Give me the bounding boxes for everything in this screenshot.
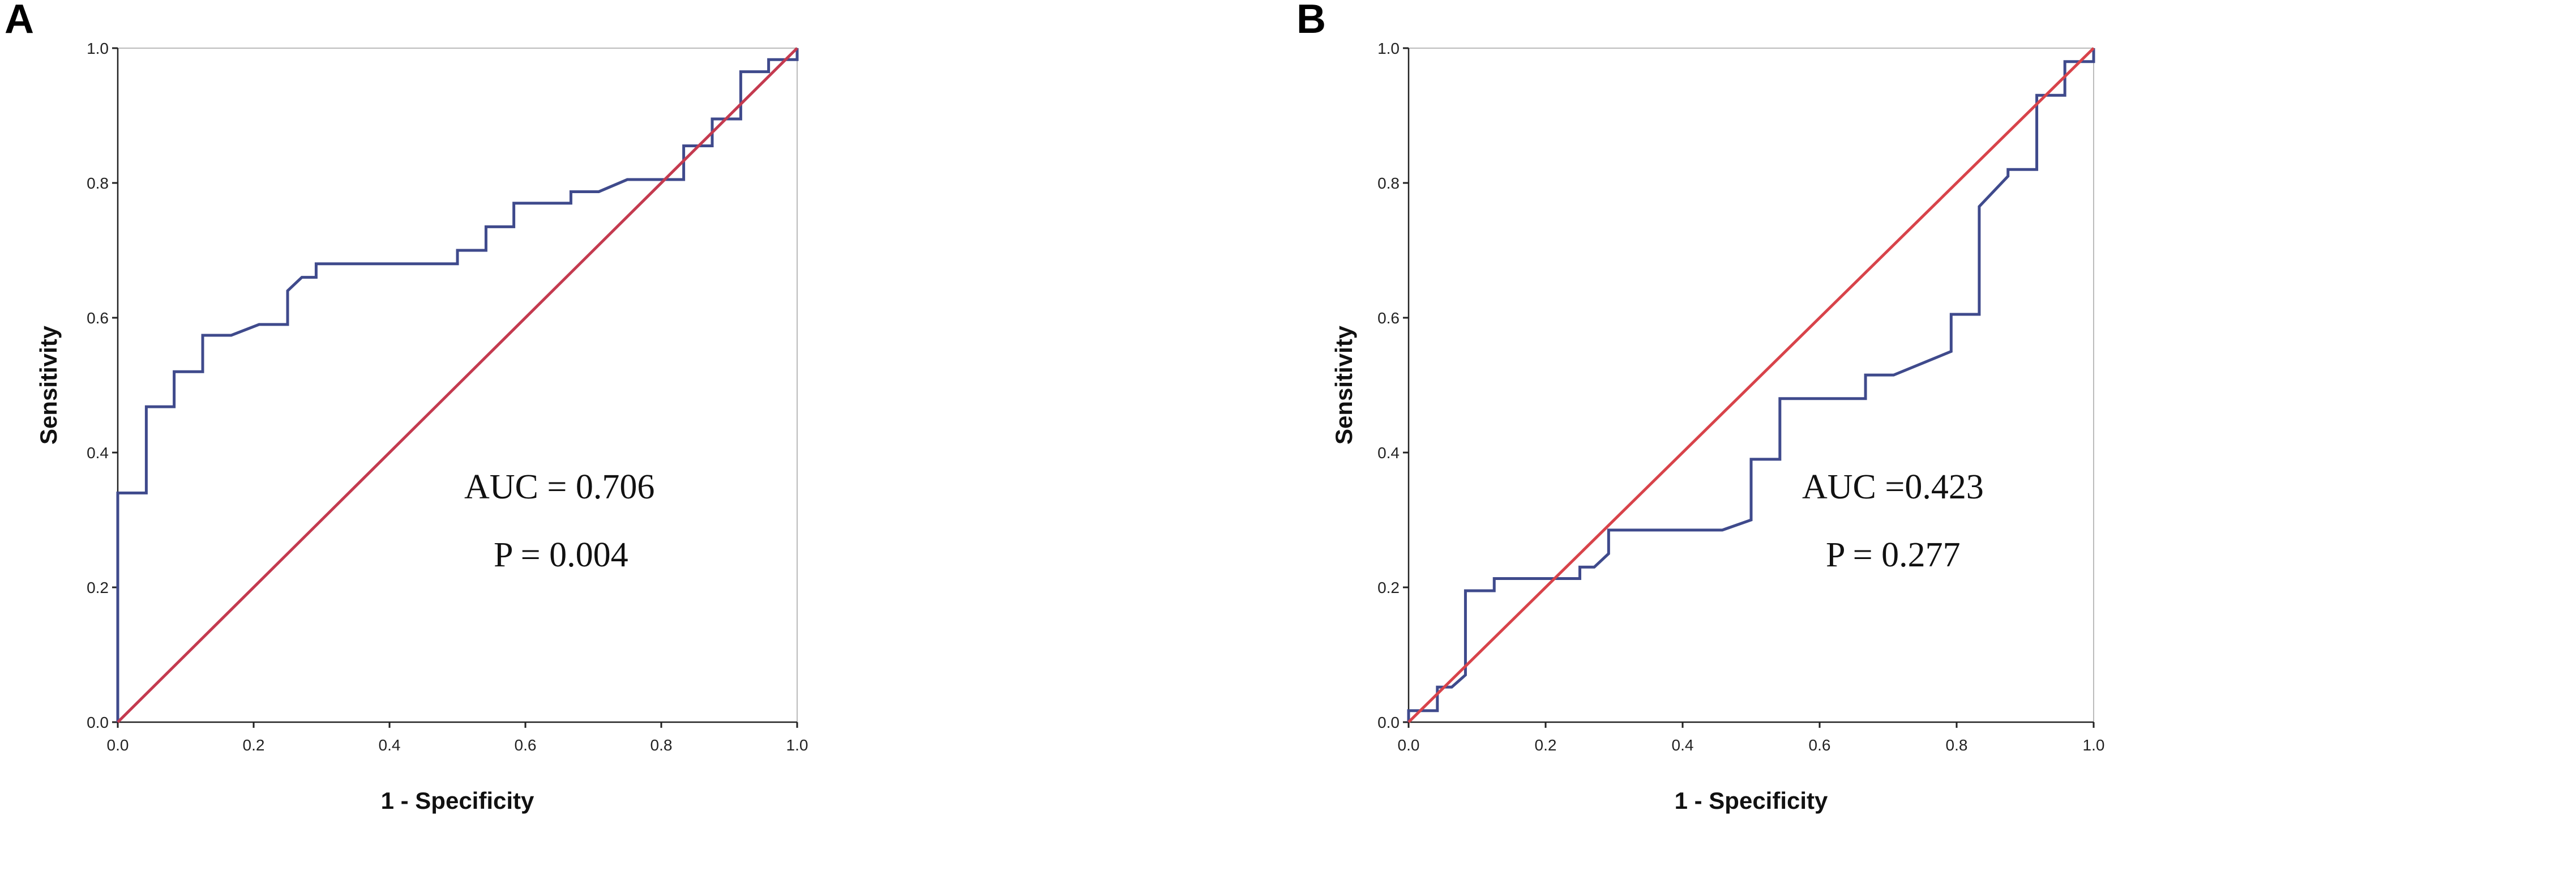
- x-axis-title-b: 1 - Specificity: [1675, 787, 1828, 814]
- auc-annotation-a: AUC = 0.706: [464, 468, 654, 506]
- roc-curve-a: [116, 48, 799, 722]
- x-tick-label-a: 0.2: [243, 736, 265, 754]
- panel-letter-b: B: [1296, 0, 1326, 42]
- y-tick-label-b: 1.0: [1377, 40, 1400, 57]
- y-axis-title-a: Sensitivity: [35, 325, 62, 445]
- x-tick-label-a: 0.8: [651, 736, 673, 754]
- reference-line-a: [117, 47, 798, 723]
- x-tick-label-b: 0.4: [1672, 736, 1694, 754]
- roc-panel-b: B 0.0 0.2 0.4 0.6 0.8 1.0 0.0 0.2 0.4 0.6 0.8 1.0 1…: [1296, 0, 2104, 814]
- x-tick-label-a: 0.6: [515, 736, 537, 754]
- y-tick-label-a: 0.0: [87, 714, 109, 731]
- y-tick-label-b: 0.0: [1377, 714, 1400, 731]
- x-tick-label-a: 0.0: [107, 736, 129, 754]
- y-tick-label-b: 0.6: [1377, 309, 1400, 327]
- y-tick-label-a: 0.6: [87, 309, 109, 327]
- x-tick-label-b: 0.8: [1946, 736, 1968, 754]
- y-tick-label-a: 0.8: [87, 174, 109, 192]
- x-tick-label-a: 1.0: [786, 736, 808, 754]
- series-layer-b: [1407, 47, 2095, 723]
- panel-letter-a: A: [5, 0, 34, 42]
- x-tick-label-b: 0.6: [1809, 736, 1831, 754]
- p-value-annotation-b: P = 0.277: [1826, 536, 1961, 574]
- y-tick-label-a: 1.0: [87, 40, 109, 57]
- reference-line-b: [1407, 47, 2095, 723]
- x-axis-title-a: 1 - Specificity: [381, 787, 534, 814]
- x-tick-label-b: 0.2: [1535, 736, 1557, 754]
- roc-panel-a: A 0.0 0.2 0.4 0.6 0.8 1.0 0.0 0.2 0.4 0.6 0.8 1.0 1…: [5, 0, 808, 814]
- y-tick-label-a: 0.4: [87, 444, 109, 462]
- x-tick-label-b: 1.0: [2083, 736, 2105, 754]
- y-tick-label-b: 0.4: [1377, 444, 1400, 462]
- y-tick-label-b: 0.2: [1377, 579, 1400, 596]
- y-axis-title-b: Sensitivity: [1330, 325, 1357, 445]
- y-tick-label-b: 0.8: [1377, 174, 1400, 192]
- roc-curve-b: [1407, 48, 2095, 722]
- x-tick-label-a: 0.4: [379, 736, 401, 754]
- axes-b: 0.0 0.2 0.4 0.6 0.8 1.0 0.0 0.2 0.4 0.6 0.8 1.0: [1377, 40, 2104, 754]
- series-layer-a: [116, 47, 799, 723]
- p-value-annotation-a: P = 0.004: [494, 536, 628, 574]
- x-tick-label-b: 0.0: [1398, 736, 1420, 754]
- auc-annotation-b: AUC =0.423: [1802, 468, 1984, 506]
- y-tick-label-a: 0.2: [87, 579, 109, 596]
